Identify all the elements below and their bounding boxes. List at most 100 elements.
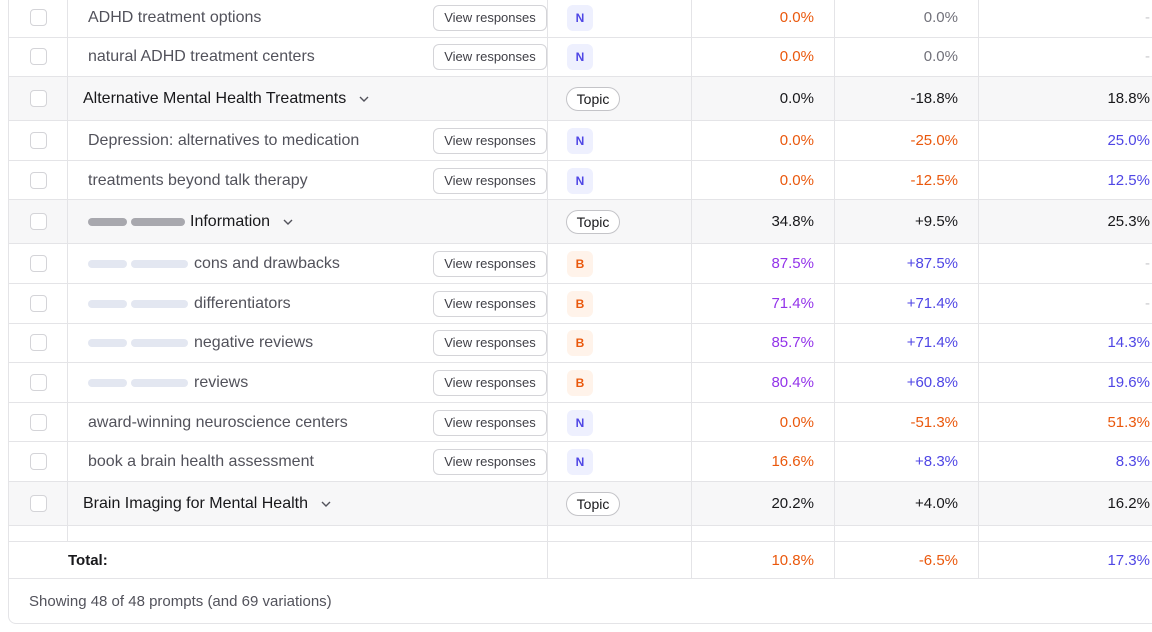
column-divider (834, 0, 835, 37)
expand-chevron[interactable] (358, 93, 370, 105)
checkbox[interactable] (30, 213, 47, 231)
column-divider (547, 0, 548, 37)
view-responses-button[interactable]: View responses (433, 4, 547, 31)
column-divider (67, 121, 68, 160)
metric-value: 51.3% (1107, 413, 1150, 431)
column-divider (978, 0, 979, 37)
column-divider (834, 160, 835, 200)
checkbox[interactable] (30, 131, 47, 149)
prompt-row: award-winning neuroscience centers View r… (9, 402, 1152, 443)
column-divider (67, 160, 68, 200)
view-responses-button[interactable]: View responses (433, 369, 547, 396)
column-divider (691, 284, 692, 323)
checkbox[interactable] (30, 90, 47, 108)
total-row: Total: 10.8% -6.5% 17.3% (9, 541, 1152, 579)
column-divider (547, 402, 548, 442)
checkbox[interactable] (30, 8, 47, 26)
column-divider (691, 323, 692, 363)
view-responses-button[interactable]: View responses (433, 330, 547, 357)
metric-value: -51.3% (910, 413, 958, 431)
checkbox[interactable] (30, 334, 47, 352)
column-divider (67, 442, 68, 481)
column-divider (691, 542, 692, 578)
column-divider (834, 37, 835, 77)
metric-value: 16.6% (771, 453, 814, 471)
prompt-name: treatments beyond talk therapy (88, 171, 308, 189)
column-divider (978, 482, 979, 525)
checkbox[interactable] (30, 495, 47, 512)
view-responses-button[interactable]: View responses (433, 290, 547, 317)
view-responses-button[interactable]: View responses (433, 44, 547, 71)
redacted-text (131, 260, 188, 269)
metric-value: 0.0% (779, 131, 814, 149)
column-divider (978, 442, 979, 481)
column-divider (978, 323, 979, 363)
expand-chevron[interactable] (282, 216, 294, 228)
prompt-name: Depression: alternatives to medication (88, 131, 360, 149)
column-divider (691, 244, 692, 283)
checkbox[interactable] (30, 171, 47, 189)
topic-row: Alternative Mental Health Treatments Topi… (9, 77, 1152, 122)
topic-row: Brain Imaging for Mental Health Topic 20.2… (9, 482, 1152, 526)
column-divider (834, 77, 835, 121)
partial-row (9, 526, 1152, 541)
metric-value: 0.0% (779, 171, 814, 189)
column-divider (978, 284, 979, 323)
column-divider (691, 482, 692, 525)
metric-value: 19.6% (1107, 373, 1150, 391)
checkbox[interactable] (30, 48, 47, 66)
prompt-name: book a brain health assessment (88, 453, 314, 471)
topic-badge: Topic (566, 87, 620, 112)
total-value: 17.3% (1107, 552, 1150, 569)
prompt-name: differentiators (194, 294, 291, 312)
metric-value: 0.0% (779, 8, 814, 26)
expand-chevron[interactable] (320, 498, 332, 510)
source-badge: B (567, 369, 593, 396)
column-divider (67, 244, 68, 283)
metric-value: - (1145, 48, 1150, 66)
redacted-text (131, 378, 188, 387)
footer-text: Showing 48 of 48 prompts (and 69 variati… (29, 593, 332, 610)
prompt-row: treatments beyond talk therapy View respo… (9, 160, 1152, 201)
metric-value: 80.4% (771, 373, 814, 391)
source-badge: N (567, 4, 593, 31)
checkbox[interactable] (30, 294, 47, 312)
checkbox[interactable] (30, 373, 47, 391)
column-divider (978, 363, 979, 402)
metric-value: 0.0% (923, 48, 958, 66)
metric-value: +9.5% (915, 213, 958, 231)
redacted-text (88, 218, 127, 227)
metric-value: -25.0% (910, 131, 958, 149)
checkbox[interactable] (30, 413, 47, 431)
table-card: ADHD treatment options View responses N 0.0… (8, 0, 1152, 624)
column-divider (978, 244, 979, 283)
metric-value: - (1145, 294, 1150, 312)
checkbox[interactable] (30, 255, 47, 273)
column-divider (978, 37, 979, 77)
redacted-text (88, 339, 127, 348)
prompt-row: ADHD treatment options View responses N 0.0… (9, 0, 1152, 38)
source-badge: N (567, 449, 593, 476)
view-responses-button[interactable]: View responses (433, 167, 547, 194)
redacted-text (88, 299, 127, 308)
column-divider (978, 402, 979, 442)
column-divider (834, 542, 835, 578)
metric-value: 0.0% (779, 413, 814, 431)
view-responses-button[interactable]: View responses (433, 449, 547, 476)
column-divider (547, 77, 548, 121)
metric-value: -18.8% (910, 90, 958, 108)
view-responses-button[interactable]: View responses (433, 251, 547, 278)
metric-value: 18.8% (1107, 90, 1150, 108)
column-divider (67, 37, 68, 77)
view-responses-button[interactable]: View responses (433, 409, 547, 436)
prompt-row: differentiators View responses B 71.4% +71.4… (9, 284, 1152, 324)
checkbox[interactable] (30, 453, 47, 471)
column-divider (547, 284, 548, 323)
view-responses-button[interactable]: View responses (433, 127, 547, 154)
metric-value: 25.0% (1107, 131, 1150, 149)
column-divider (691, 526, 692, 541)
topic-badge: Topic (566, 492, 620, 516)
column-divider (691, 37, 692, 77)
column-divider (67, 77, 68, 121)
column-divider (978, 121, 979, 160)
